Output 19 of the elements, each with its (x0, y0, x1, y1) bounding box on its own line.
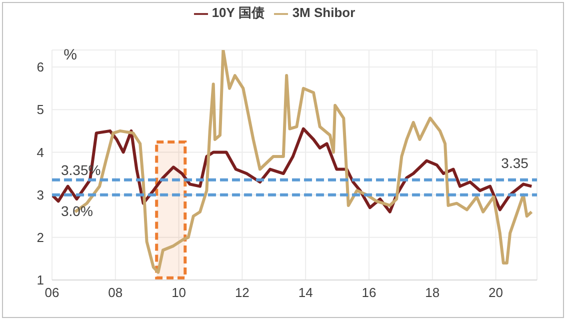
y-tick-label: 4 (36, 144, 44, 160)
x-tick-label: 20 (488, 285, 504, 300)
y-tick-label: 6 (36, 60, 44, 75)
y-tick-label: 2 (36, 230, 44, 246)
x-tick-label: 14 (298, 285, 313, 300)
x-tick-label: 10 (172, 285, 186, 300)
x-tick-label: 06 (44, 285, 60, 300)
x-tick-label: 16 (362, 285, 376, 300)
y-axis-title: % (64, 46, 77, 64)
y-tick-label: 3 (36, 187, 44, 202)
x-tick-label: 08 (108, 285, 123, 300)
annotation: 3.35 (501, 154, 529, 171)
ref-line-label: 3.0% (61, 202, 93, 219)
x-tick-label: 12 (234, 285, 250, 300)
y-tick-label: 1 (36, 272, 44, 288)
x-tick-label: 18 (425, 285, 440, 300)
legend-label: 3M Shibor (292, 5, 356, 20)
y-tick-label: 5 (36, 102, 44, 118)
legend-label: 10Y 国债 (212, 5, 264, 20)
